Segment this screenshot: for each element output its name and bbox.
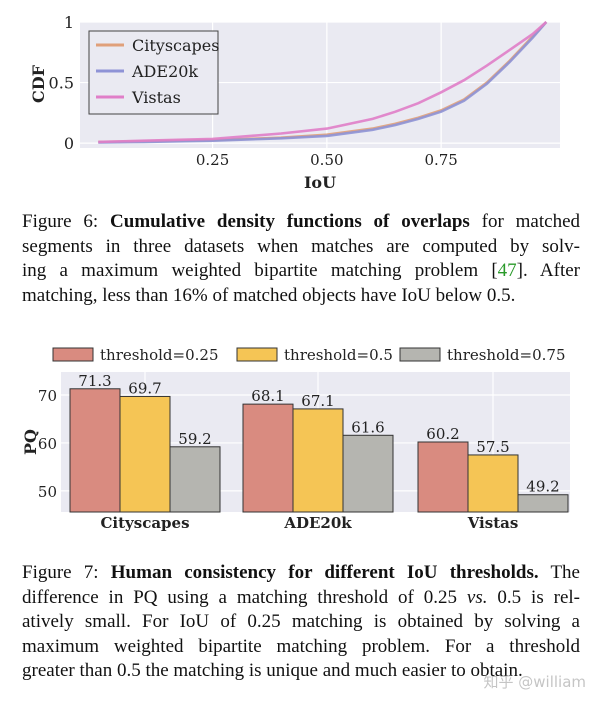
legend-swatch	[52, 347, 94, 362]
caption-text: atively small. For IoU of 0.25 matching …	[22, 611, 580, 632]
caption-text: greater than 0.5 the matching is unique …	[22, 660, 523, 681]
figure-6-caption: Figure 6: Cumulative density functions o…	[22, 210, 580, 308]
watermark: 知乎 @william	[483, 673, 586, 691]
data-label: 67.1	[301, 392, 334, 410]
bar-cityscapes-0	[69, 388, 121, 513]
citation-link[interactable]: 47	[497, 260, 517, 281]
data-label: 59.2	[178, 430, 211, 448]
bar-ade20k-1	[292, 408, 344, 513]
caption-text: ing a maximum weighted bipartite matchin…	[22, 260, 498, 281]
legend-label: Cityscapes	[132, 36, 219, 55]
data-label: 68.1	[251, 387, 284, 405]
legend-label: Vistas	[131, 88, 181, 107]
legend-swatch	[236, 347, 278, 362]
caption-text: maximum weighted bipartite matching prob…	[22, 635, 580, 657]
caption-text: The	[538, 562, 580, 583]
x-tick-label: Vistas	[467, 514, 519, 532]
y-tick-label: 0	[64, 134, 74, 153]
pq-bar-chart: 50 60 70 71.3 69.7 59.2 Cityscapes 68.1 67.1 61.6…	[21, 346, 570, 532]
legend-swatch	[399, 347, 441, 362]
x-axis-label: IoU	[304, 173, 336, 192]
y-axis-label: CDF	[29, 64, 48, 103]
caption-title: Human consistency for different IoU thre…	[110, 562, 539, 583]
bar-cityscapes-2	[169, 446, 221, 513]
x-tick-label: Cityscapes	[100, 514, 189, 532]
bar-ade20k-0	[242, 403, 294, 513]
cdf-chart: 0.25 0.50 0.75 0 0.5 1 IoU CDF Cityscapes ADE20k V…	[29, 13, 560, 192]
bar-vistas-2	[517, 494, 569, 513]
y-tick-label: 0.5	[49, 74, 74, 93]
figure-label: Figure 6:	[22, 211, 111, 232]
y-tick-label: 70	[38, 387, 57, 405]
x-tick-label: 0.25	[196, 151, 229, 169]
series-line-vistas	[98, 21, 548, 144]
legend-label: threshold=0.75	[447, 346, 566, 364]
bar-vistas-0	[417, 441, 469, 513]
bar-cityscapes-1	[119, 395, 171, 513]
x-tick-label: 0.50	[310, 151, 343, 169]
figure-label: Figure 7:	[22, 562, 111, 583]
caption-text: 0.5 is rel-	[487, 586, 580, 608]
caption-text: for matched	[469, 211, 580, 232]
y-tick-label: 1	[64, 13, 74, 32]
x-tick-label: ADE20k	[283, 514, 352, 532]
data-label: 61.6	[351, 418, 384, 436]
caption-text: ]. After	[516, 260, 580, 281]
legend-label: threshold=0.5	[284, 346, 393, 364]
caption-text: difference in PQ using a matching thresh…	[22, 586, 467, 608]
data-label: 69.7	[128, 379, 161, 397]
caption-text: segments in three datasets when matches …	[22, 235, 580, 257]
caption-text: vs.	[466, 586, 488, 608]
figure-7-caption: Figure 7: Human consistency for differen…	[22, 561, 580, 684]
x-tick-label: 0.75	[424, 151, 457, 169]
bar-ade20k-2	[342, 434, 394, 513]
data-label: 60.2	[426, 425, 459, 443]
caption-text: matching, less than 16% of matched objec…	[22, 284, 516, 306]
y-axis-label: PQ	[21, 429, 40, 455]
y-tick-label: 60	[38, 435, 57, 453]
y-tick-label: 50	[38, 483, 57, 501]
series-line-ade20k	[98, 21, 548, 144]
data-label: 49.2	[526, 478, 559, 496]
legend-label: ADE20k	[131, 62, 198, 81]
bar-vistas-1	[467, 454, 519, 513]
data-label: 57.5	[476, 438, 509, 456]
legend-label: threshold=0.25	[100, 346, 219, 364]
data-label: 71.3	[78, 372, 111, 390]
caption-title: Cumulative density functions of overlaps	[110, 211, 470, 232]
